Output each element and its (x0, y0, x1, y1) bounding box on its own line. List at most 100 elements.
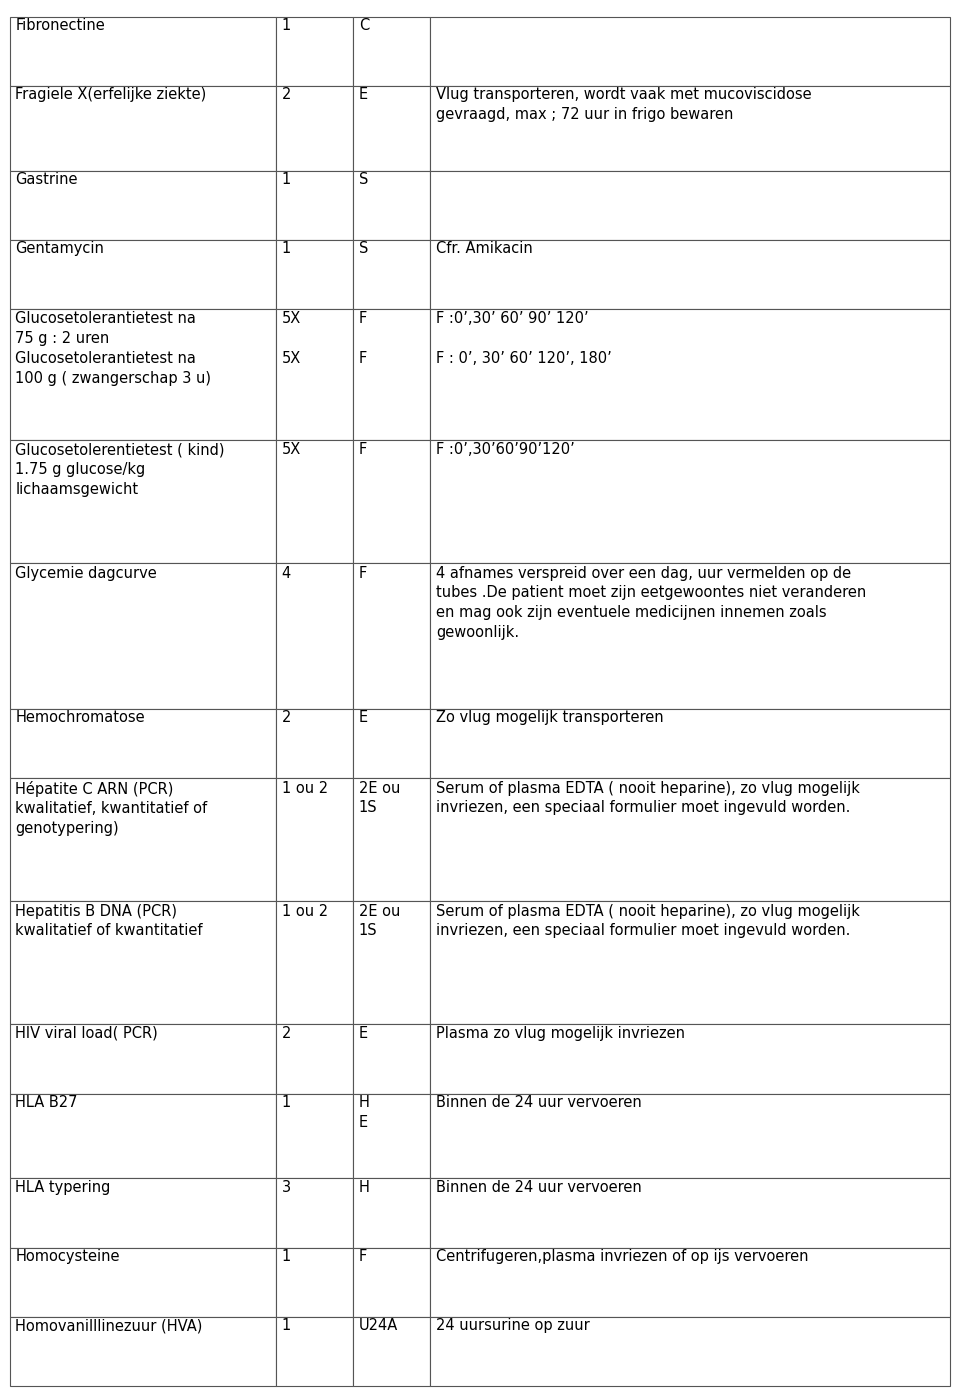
Bar (430, 440, 950, 563)
Bar (276, 709, 353, 779)
Text: 1: 1 (281, 1095, 291, 1110)
Text: 24 uursurine op zuur: 24 uursurine op zuur (436, 1318, 589, 1333)
Text: Homovanilllinezuur (HVA): Homovanilllinezuur (HVA) (15, 1318, 203, 1333)
Bar (276, 240, 353, 309)
Bar (276, 1316, 353, 1386)
Bar (10, 1316, 276, 1386)
Bar (430, 1024, 950, 1094)
Bar (353, 309, 430, 440)
Bar (430, 1178, 950, 1248)
Text: HLA typering: HLA typering (15, 1180, 110, 1195)
Text: C: C (359, 18, 369, 33)
Text: Centrifugeren,plasma invriezen of op ijs vervoeren: Centrifugeren,plasma invriezen of op ijs… (436, 1248, 808, 1263)
Text: Fibronectine: Fibronectine (15, 18, 105, 33)
Bar (10, 240, 276, 309)
Bar (353, 440, 430, 563)
Text: H
E: H E (359, 1095, 370, 1130)
Bar (10, 86, 276, 170)
Text: 5X

5X: 5X 5X (281, 312, 300, 366)
Text: 2E ou
1S: 2E ou 1S (359, 904, 400, 939)
Text: F: F (359, 1248, 367, 1263)
Bar (276, 86, 353, 170)
Bar (430, 17, 950, 86)
Text: F :0’,30’60’90’120’: F :0’,30’60’90’120’ (436, 442, 575, 457)
Bar (10, 1024, 276, 1094)
Text: 1: 1 (281, 241, 291, 256)
Text: Vlug transporteren, wordt vaak met mucoviscidose
gevraagd, max ; 72 uur in frigo: Vlug transporteren, wordt vaak met mucov… (436, 88, 811, 123)
Bar (430, 240, 950, 309)
Text: 1: 1 (281, 1318, 291, 1333)
Bar (10, 779, 276, 901)
Bar (430, 86, 950, 170)
Bar (353, 1178, 430, 1248)
Bar (430, 901, 950, 1024)
Bar (430, 779, 950, 901)
Text: Binnen de 24 uur vervoeren: Binnen de 24 uur vervoeren (436, 1095, 641, 1110)
Text: Binnen de 24 uur vervoeren: Binnen de 24 uur vervoeren (436, 1180, 641, 1195)
Text: Homocysteine: Homocysteine (15, 1248, 120, 1263)
Text: 4 afnames verspreid over een dag, uur vermelden op de
tubes .De patient moet zij: 4 afnames verspreid over een dag, uur ve… (436, 566, 866, 639)
Bar (430, 170, 950, 240)
Text: Glycemie dagcurve: Glycemie dagcurve (15, 566, 157, 581)
Text: U24A: U24A (359, 1318, 398, 1333)
Bar (353, 170, 430, 240)
Bar (276, 1248, 353, 1316)
Text: 2: 2 (281, 1025, 291, 1041)
Text: F :0’,30’ 60’ 90’ 120’

F : 0’, 30’ 60’ 120’, 180’: F :0’,30’ 60’ 90’ 120’ F : 0’, 30’ 60’ 1… (436, 312, 612, 366)
Bar (353, 779, 430, 901)
Text: Glucosetolerentietest ( kind)
1.75 g glucose/kg
lichaamsgewicht: Glucosetolerentietest ( kind) 1.75 g glu… (15, 442, 225, 497)
Bar (430, 563, 950, 709)
Bar (276, 1094, 353, 1178)
Text: Gastrine: Gastrine (15, 171, 78, 187)
Text: 1: 1 (281, 1248, 291, 1263)
Bar (10, 1094, 276, 1178)
Text: 1: 1 (281, 171, 291, 187)
Bar (10, 17, 276, 86)
Text: 2: 2 (281, 88, 291, 103)
Bar (276, 1178, 353, 1248)
Text: Fragiele X(erfelijke ziekte): Fragiele X(erfelijke ziekte) (15, 88, 206, 103)
Text: Cfr. Amikacin: Cfr. Amikacin (436, 241, 533, 256)
Bar (276, 440, 353, 563)
Text: E: E (359, 710, 368, 726)
Bar (430, 709, 950, 779)
Bar (353, 86, 430, 170)
Text: S: S (359, 171, 368, 187)
Text: Zo vlug mogelijk transporteren: Zo vlug mogelijk transporteren (436, 710, 663, 726)
Text: F: F (359, 566, 367, 581)
Text: 5X: 5X (281, 442, 300, 457)
Bar (430, 309, 950, 440)
Text: S: S (359, 241, 368, 256)
Bar (276, 1024, 353, 1094)
Text: HIV viral load( PCR): HIV viral load( PCR) (15, 1025, 158, 1041)
Bar (353, 563, 430, 709)
Bar (276, 17, 353, 86)
Bar (10, 901, 276, 1024)
Bar (10, 709, 276, 779)
Text: 1: 1 (281, 18, 291, 33)
Bar (10, 170, 276, 240)
Bar (276, 901, 353, 1024)
Text: 1 ou 2: 1 ou 2 (281, 904, 327, 918)
Bar (10, 1248, 276, 1316)
Bar (10, 563, 276, 709)
Bar (430, 1316, 950, 1386)
Text: 1 ou 2: 1 ou 2 (281, 780, 327, 795)
Text: HLA B27: HLA B27 (15, 1095, 78, 1110)
Text: 2: 2 (281, 710, 291, 726)
Text: H: H (359, 1180, 370, 1195)
Text: E: E (359, 88, 368, 103)
Bar (353, 1024, 430, 1094)
Bar (10, 309, 276, 440)
Text: E: E (359, 1025, 368, 1041)
Text: Serum of plasma EDTA ( nooit heparine), zo vlug mogelijk
invriezen, een speciaal: Serum of plasma EDTA ( nooit heparine), … (436, 780, 860, 815)
Text: Gentamycin: Gentamycin (15, 241, 105, 256)
Bar (353, 709, 430, 779)
Bar (353, 1248, 430, 1316)
Bar (276, 779, 353, 901)
Text: Hépatite C ARN (PCR)
kwalitatief, kwantitatief of
genotypering): Hépatite C ARN (PCR) kwalitatief, kwanti… (15, 780, 207, 836)
Bar (430, 1094, 950, 1178)
Bar (276, 563, 353, 709)
Bar (10, 1178, 276, 1248)
Bar (430, 1248, 950, 1316)
